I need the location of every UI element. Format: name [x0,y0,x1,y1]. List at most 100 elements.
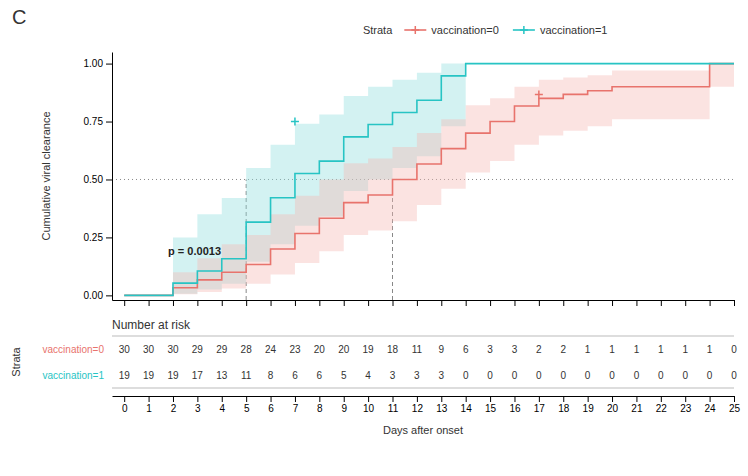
tick-mark [685,396,686,402]
risk-count: 20 [314,344,326,355]
tick-label: 7 [293,403,299,414]
tick: 0 [122,396,128,414]
tick-mark [393,300,394,306]
risk-count: 30 [143,344,155,355]
tick-mark [295,396,296,402]
chart-svg: 0.000.250.500.751.00Cumulative viral cle… [0,0,748,476]
annotation: p = 0.0013 [168,245,221,257]
tick: 3 [195,396,201,414]
tick: 1.00 [84,58,112,69]
tick [441,300,442,306]
tick-label: 1.00 [84,58,104,69]
chart-container: 0.000.250.500.751.00Cumulative viral cle… [0,0,748,476]
risk-count: 29 [216,344,228,355]
tick [710,300,711,306]
axis-line [113,396,735,397]
tick: 1 [146,396,152,414]
tick-mark [490,396,491,402]
risk-count: 19 [143,370,155,381]
tick-mark [124,300,125,306]
tick: 8 [317,396,323,414]
tick [636,300,637,306]
tick-mark [106,179,112,180]
tick-label: 21 [631,403,643,414]
risk-count: 28 [241,344,253,355]
tick [539,300,540,306]
axis-line [113,300,735,301]
risk-count: 1 [682,344,688,355]
tick: 4 [219,396,225,414]
risk-count: 9 [439,344,445,355]
table-title: Number at risk [112,318,191,332]
tick [734,300,735,306]
tick [563,300,564,306]
risk-count: 11 [412,344,423,355]
risk-count: 0 [536,370,542,381]
tick [514,300,515,306]
risk-count: 0 [463,370,469,381]
censor-mark [535,90,543,98]
tick: 9 [341,396,347,414]
risk-count: 0 [682,370,688,381]
tick-mark [246,396,247,402]
tick-mark [563,396,564,402]
tick [368,300,369,306]
risk-count: 11 [241,370,252,381]
step-line [124,64,734,296]
legend: Strata vaccination=0 vaccination=1 [363,24,608,36]
risk-count: 3 [512,344,518,355]
tick: 19 [583,396,595,414]
tick-mark [563,300,564,306]
tick [124,300,125,306]
risk-count: 3 [439,370,445,381]
tick-mark [588,300,589,306]
tick-mark [612,300,613,306]
tick [271,300,272,306]
tick [393,300,394,306]
legend-item: vaccination=1 [513,24,608,36]
tick: 7 [293,396,299,414]
tick: 0.25 [84,232,112,243]
censor-mark [291,118,299,126]
tick-label: 0 [122,403,128,414]
legend-item: vaccination=0 [404,24,499,36]
tick-mark [344,396,345,402]
tick: 0.00 [84,290,112,301]
tick-label: 13 [436,403,448,414]
legend-label: vaccination=0 [431,24,499,36]
legend-swatch-marker [411,26,419,34]
tick: 14 [461,396,473,414]
tick [466,300,467,306]
tick-mark [197,396,198,402]
tick [588,300,589,306]
tick: 22 [656,396,668,414]
legend-title: Strata [363,24,393,36]
tick [417,300,418,306]
risk-count: 0 [512,370,518,381]
risk-row: 303030292928242320201918119633221111110 [119,344,738,355]
tick-label: 11 [388,403,399,414]
tick-label: 10 [363,403,375,414]
legend-swatch-marker [520,26,528,34]
tick-label: 22 [656,403,668,414]
row-label: vaccination=1 [43,370,105,381]
tick [490,300,491,306]
tick-mark [319,396,320,402]
tick-mark [685,300,686,306]
tick-mark [106,237,112,238]
tick: 20 [607,396,619,414]
tick-mark [588,396,589,402]
risk-count: 30 [167,344,179,355]
risk-count: 0 [731,370,737,381]
tick-label: 9 [341,403,347,414]
tick-label: 0.50 [84,174,104,185]
legend-label: vaccination=1 [540,24,608,36]
risk-count: 13 [216,370,228,381]
x-axis: 0123456789101112131415161718192021222324… [113,396,741,414]
tick [295,300,296,306]
tick-label: 19 [583,403,595,414]
risk-count: 1 [658,344,664,355]
tick-label: 23 [680,403,692,414]
risk-count: 1 [585,344,591,355]
x-axis-title: Days after onset [383,424,463,436]
